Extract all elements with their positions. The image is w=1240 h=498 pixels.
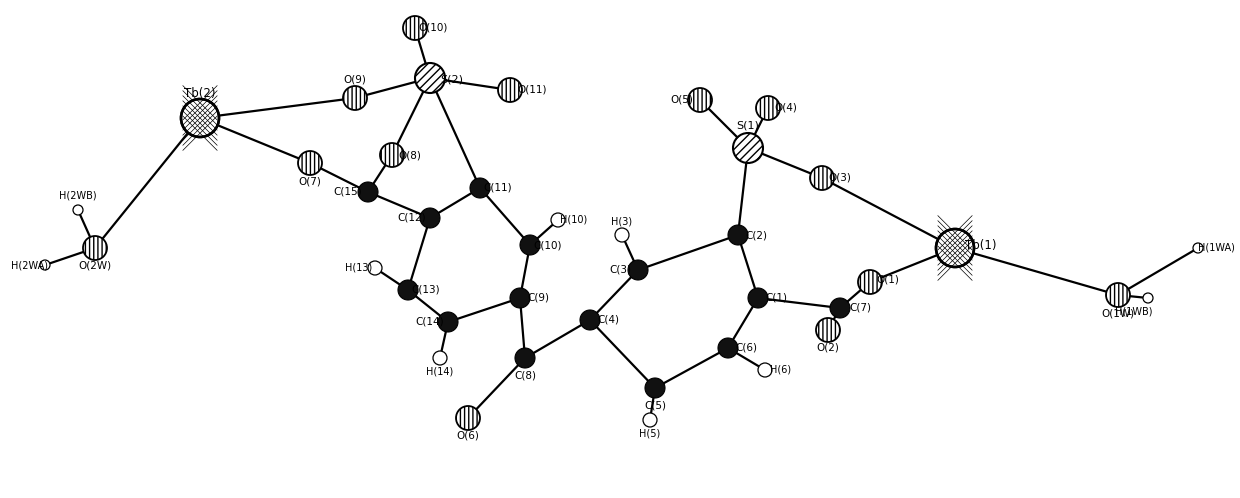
Ellipse shape [438, 312, 458, 332]
Text: O(6): O(6) [456, 431, 480, 441]
Ellipse shape [420, 208, 440, 228]
Ellipse shape [498, 78, 522, 102]
Text: Tb(2): Tb(2) [185, 87, 216, 100]
Text: Tb(1): Tb(1) [965, 240, 997, 252]
Ellipse shape [810, 166, 835, 190]
Ellipse shape [858, 270, 882, 294]
Text: C(4): C(4) [596, 315, 619, 325]
Text: C(8): C(8) [515, 371, 536, 381]
Ellipse shape [403, 16, 427, 40]
Ellipse shape [343, 86, 367, 110]
Ellipse shape [688, 88, 712, 112]
Text: O(2): O(2) [817, 343, 839, 353]
Ellipse shape [398, 280, 418, 300]
Ellipse shape [615, 228, 629, 242]
Ellipse shape [756, 96, 780, 120]
Text: O(4): O(4) [775, 103, 797, 113]
Text: H(13): H(13) [346, 263, 373, 273]
Text: C(12): C(12) [398, 213, 427, 223]
Ellipse shape [718, 338, 738, 358]
Text: H(3): H(3) [611, 216, 632, 226]
Text: H(2WB): H(2WB) [60, 191, 97, 201]
Ellipse shape [627, 260, 649, 280]
Text: H(2WA): H(2WA) [10, 260, 47, 270]
Text: C(6): C(6) [735, 343, 756, 353]
Ellipse shape [181, 99, 219, 137]
Text: C(13): C(13) [412, 285, 440, 295]
Ellipse shape [415, 63, 445, 93]
Ellipse shape [73, 205, 83, 215]
Ellipse shape [1143, 293, 1153, 303]
Text: O(1W): O(1W) [1101, 308, 1135, 318]
Text: H(1WB): H(1WB) [1115, 307, 1153, 317]
Text: H(5): H(5) [640, 429, 661, 439]
Text: O(2W): O(2W) [78, 261, 112, 271]
Text: O(11): O(11) [517, 85, 547, 95]
Ellipse shape [515, 348, 534, 368]
Text: H(10): H(10) [560, 215, 588, 225]
Text: C(7): C(7) [849, 303, 870, 313]
Ellipse shape [298, 151, 322, 175]
Text: C(1): C(1) [765, 293, 787, 303]
Text: C(3): C(3) [609, 265, 631, 275]
Ellipse shape [368, 261, 382, 275]
Ellipse shape [644, 413, 657, 427]
Text: C(5): C(5) [644, 401, 666, 411]
Ellipse shape [758, 363, 773, 377]
Text: C(2): C(2) [745, 230, 768, 240]
Ellipse shape [1193, 243, 1203, 253]
Ellipse shape [358, 182, 378, 202]
Text: C(14): C(14) [415, 317, 444, 327]
Text: C(9): C(9) [527, 293, 549, 303]
Text: C(10): C(10) [533, 240, 562, 250]
Text: S(2): S(2) [440, 75, 464, 85]
Ellipse shape [510, 288, 529, 308]
Text: S(1): S(1) [737, 121, 759, 131]
Ellipse shape [83, 236, 107, 260]
Ellipse shape [520, 235, 539, 255]
Text: O(8): O(8) [398, 150, 422, 160]
Text: C(11): C(11) [484, 183, 512, 193]
Text: O(10): O(10) [418, 23, 448, 33]
Ellipse shape [645, 378, 665, 398]
Text: O(7): O(7) [299, 176, 321, 186]
Ellipse shape [580, 310, 600, 330]
Text: C(15): C(15) [334, 187, 362, 197]
Text: H(6): H(6) [770, 365, 791, 375]
Ellipse shape [733, 133, 763, 163]
Text: O(5): O(5) [671, 95, 693, 105]
Ellipse shape [748, 288, 768, 308]
Ellipse shape [40, 260, 50, 270]
Text: O(1): O(1) [877, 275, 899, 285]
Text: O(9): O(9) [343, 75, 367, 85]
Ellipse shape [830, 298, 849, 318]
Text: O(3): O(3) [828, 173, 852, 183]
Ellipse shape [816, 318, 839, 342]
Ellipse shape [456, 406, 480, 430]
Ellipse shape [379, 143, 404, 167]
Ellipse shape [433, 351, 446, 365]
Text: H(14): H(14) [427, 367, 454, 377]
Text: H(1WA): H(1WA) [1198, 243, 1235, 253]
Ellipse shape [1106, 283, 1130, 307]
Ellipse shape [936, 229, 973, 267]
Ellipse shape [728, 225, 748, 245]
Ellipse shape [470, 178, 490, 198]
Ellipse shape [551, 213, 565, 227]
